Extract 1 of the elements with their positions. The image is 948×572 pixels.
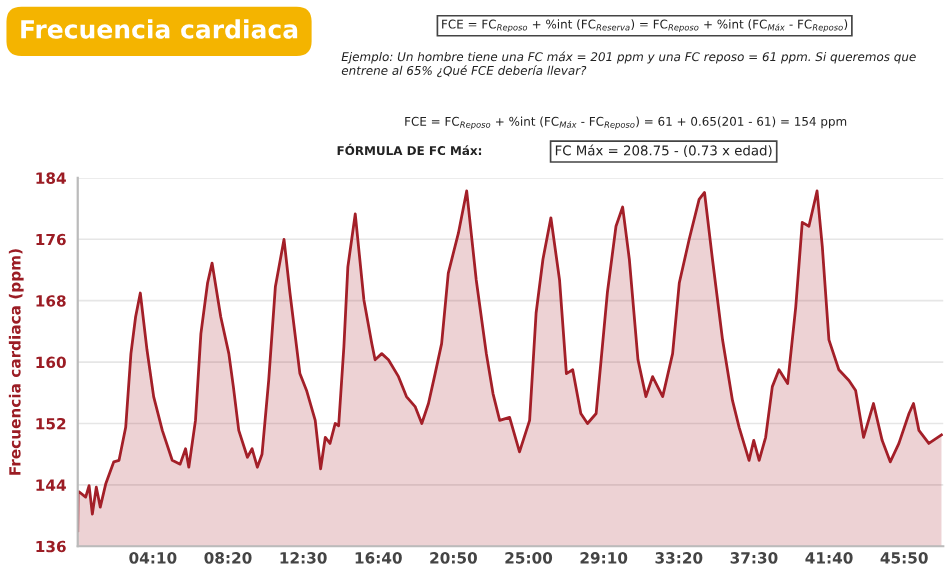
chart-title: Frecuencia cardiaca <box>21 19 298 39</box>
